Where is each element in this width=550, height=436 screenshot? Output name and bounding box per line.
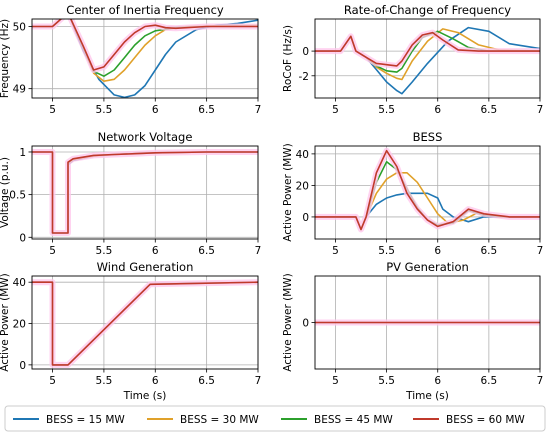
y-tick-label: 20 <box>296 180 309 192</box>
y-tick-label: 0 <box>302 318 309 330</box>
panel-6: 5 5.5 6 6.5 7 0 PV Generation Active Power (MW)… <box>282 260 543 402</box>
x-tick-label: 6 <box>434 375 441 387</box>
x-tick-label: 5.5 <box>96 104 113 116</box>
x-tick-label: 5.5 <box>96 375 113 387</box>
panel-title: Network Voltage <box>98 130 193 144</box>
x-tick-label: 6.5 <box>198 245 215 257</box>
series-line-4 <box>315 31 540 67</box>
plot-frame <box>314 145 541 240</box>
y-axis-label: Frequency (Hz) <box>0 19 11 98</box>
y-tick-label: 0 <box>302 212 309 224</box>
series-highlight <box>32 149 258 236</box>
x-tick-label: 7 <box>255 375 262 387</box>
x-tick-label: 6 <box>152 245 159 257</box>
y-axis-label: Active Power (MW) <box>282 143 294 242</box>
x-tick-label: 7 <box>255 245 262 257</box>
series-line-4 <box>315 149 540 231</box>
x-tick-label: 5 <box>49 245 56 257</box>
series-highlight <box>32 19 258 73</box>
y-tick-label: 40 <box>296 149 309 161</box>
y-tick-label: 20 <box>13 319 26 331</box>
series-group <box>32 19 258 98</box>
legend-entry: BESS = 30 MW <box>180 414 259 426</box>
legend-entry: BESS = 45 MW <box>314 414 393 426</box>
y-tick-label: 1 <box>19 147 26 159</box>
y-tick-label: 40 <box>13 277 26 289</box>
panel-1: 5 5.5 6 6.5 7 49 50 Center of Inertia Frequency… <box>0 3 261 116</box>
series-group <box>315 147 540 233</box>
panel-3: 5 5.5 6 6.5 7 0 0.5 1 Network Voltage Voltage (p.… <box>0 130 261 257</box>
plot-frame <box>314 18 541 99</box>
x-tick-label: 5 <box>332 104 339 116</box>
x-tick-label: 7 <box>537 245 544 257</box>
y-axis-label: RoCoF (Hz/s) <box>282 25 294 92</box>
x-tick-label: 6 <box>434 104 441 116</box>
x-tick-label: 6.5 <box>481 375 498 387</box>
x-tick-label: 6.5 <box>198 104 215 116</box>
plot-frame <box>31 145 259 240</box>
legend-entry: BESS = 60 MW <box>446 414 525 426</box>
y-tick-label: 0.5 <box>9 190 26 202</box>
x-tick-label: 5.5 <box>96 245 113 257</box>
panel-5: 5 5.5 6 6.5 7 0 20 40 Wind Generation Active Powe… <box>0 260 261 402</box>
x-tick-label: 6 <box>152 104 159 116</box>
panel-title: BESS <box>413 130 443 144</box>
y-axis-label: Active Power (MW) <box>282 273 294 372</box>
x-tick-label: 5.5 <box>378 245 395 257</box>
legend: BESS = 15 MW BESS = 30 MW BESS = 45 MW BESS… <box>4 405 546 432</box>
x-tick-label: 5 <box>332 375 339 387</box>
x-tick-label: 6 <box>434 245 441 257</box>
x-tick-label: 7 <box>537 104 544 116</box>
series-group <box>32 149 258 236</box>
series-highlight <box>315 29 540 69</box>
y-axis-label: Active Power (MW) <box>0 273 11 372</box>
series-group <box>32 279 258 368</box>
series-line-4 <box>32 151 258 234</box>
x-tick-label: 6 <box>152 375 159 387</box>
series-line-4 <box>32 281 258 366</box>
y-axis-label: Voltage (p.u.) <box>0 157 11 228</box>
panel-title: PV Generation <box>386 260 469 274</box>
y-tick-label: 0 <box>19 232 26 244</box>
x-tick-label: 6.5 <box>481 104 498 116</box>
x-tick-label: 5.5 <box>378 375 395 387</box>
x-tick-label: 5 <box>49 104 56 116</box>
y-tick-label: 50 <box>13 21 26 33</box>
plot-frame <box>31 275 259 370</box>
x-tick-label: 6.5 <box>481 245 498 257</box>
x-axis-label: Time (s) <box>123 390 167 402</box>
x-tick-label: 7 <box>537 375 544 387</box>
x-axis-label: Time (s) <box>405 390 449 402</box>
x-tick-label: 5 <box>49 375 56 387</box>
panel-title: Center of Inertia Frequency <box>66 3 224 17</box>
panel-title: Wind Generation <box>97 260 194 274</box>
y-tick-label: 0 <box>302 46 309 58</box>
x-tick-label: 5 <box>332 245 339 257</box>
x-tick-label: 5.5 <box>378 104 395 116</box>
y-tick-label: 49 <box>13 84 26 96</box>
legend-frame <box>4 405 546 432</box>
series-group <box>315 26 540 95</box>
x-tick-label: 7 <box>255 104 262 116</box>
y-tick-label: 0 <box>19 360 26 372</box>
panel-2: 5 5.5 6 6.5 7 -2 0 Rate-of-Change of Frequency R… <box>282 3 543 116</box>
x-tick-label: 6.5 <box>198 375 215 387</box>
y-tick-label: -2 <box>299 71 309 83</box>
legend-entry: BESS = 15 MW <box>46 414 125 426</box>
series-line-2 <box>32 19 258 82</box>
panel-title: Rate-of-Change of Frequency <box>344 3 511 17</box>
panel-4: 5 5.5 6 6.5 7 0 20 40 BESS Active Power (MW) <box>282 130 543 257</box>
plot-frame <box>31 18 259 99</box>
series-line-4 <box>32 19 258 71</box>
